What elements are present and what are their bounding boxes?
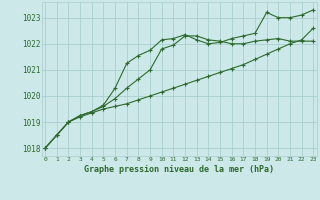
X-axis label: Graphe pression niveau de la mer (hPa): Graphe pression niveau de la mer (hPa) — [84, 165, 274, 174]
